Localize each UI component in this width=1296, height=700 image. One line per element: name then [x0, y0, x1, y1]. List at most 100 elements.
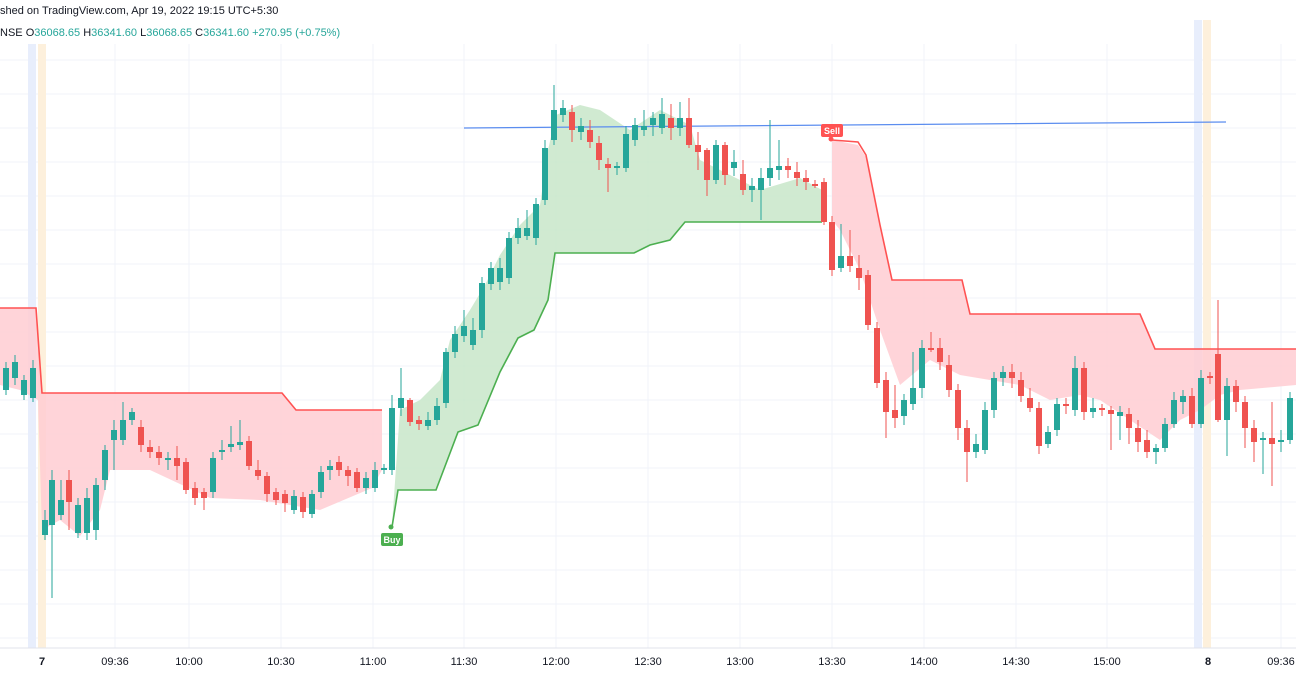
x-axis: 7 09:36 10:00 10:30 11:00 11:30 12:00 12:30 13:0… [0, 647, 1296, 668]
candle [856, 255, 862, 290]
candle [129, 408, 135, 425]
candle [1090, 398, 1096, 418]
candle [955, 384, 961, 440]
candle-body [1135, 428, 1141, 442]
candle-body [695, 145, 701, 152]
candle [300, 492, 306, 518]
candle [1126, 408, 1132, 444]
candle-body [928, 348, 934, 350]
x-tick-label: 10:00 [175, 656, 203, 668]
candle [731, 150, 737, 176]
price-change: +270.95 (+0.75%) [252, 27, 341, 39]
candle-body [623, 134, 629, 168]
candle [524, 210, 530, 240]
candle-body [21, 380, 27, 395]
candle [174, 446, 180, 480]
x-tick-label: 14:30 [1002, 656, 1030, 668]
candle-body [246, 441, 252, 466]
candle-body [1054, 404, 1060, 430]
candle [479, 277, 485, 338]
candle-body [389, 408, 395, 470]
ohlc-value-o: 36068.65 [34, 27, 81, 39]
candle-body [847, 256, 853, 266]
candle [560, 100, 566, 122]
candle-body [614, 166, 620, 168]
candle [372, 462, 378, 492]
candle [964, 420, 970, 482]
candle-body [1287, 398, 1293, 440]
candle-body [677, 118, 683, 128]
candle [497, 258, 503, 290]
candle [398, 368, 404, 416]
candle-body [1090, 408, 1096, 412]
published-note: shed on TradingView.com, Apr 19, 2022 19… [0, 5, 279, 17]
candle-body [758, 178, 764, 190]
candle-body [192, 488, 198, 498]
candle [794, 162, 800, 186]
candle [1018, 372, 1024, 402]
candle [138, 420, 144, 452]
candle-body [776, 166, 782, 170]
candle-body [129, 412, 135, 420]
candle-body [821, 182, 827, 222]
candle-body [219, 450, 225, 452]
candle-body [632, 125, 638, 140]
candle [578, 118, 584, 140]
candle-body [1081, 368, 1087, 412]
candle [30, 360, 36, 402]
x-tick-label: 14:00 [910, 656, 938, 668]
signal-labels: Buy Sell [381, 124, 843, 546]
candle [722, 142, 728, 185]
candle-body [1153, 448, 1159, 452]
candle-body [66, 480, 72, 502]
candle [919, 340, 925, 398]
candle-body [749, 186, 755, 190]
candle-body [147, 447, 153, 452]
candle-body [1162, 424, 1168, 448]
x-tick-label: 15:00 [1093, 656, 1121, 668]
candle [569, 105, 575, 142]
candle [488, 262, 494, 290]
candle-body [596, 143, 602, 160]
candle-body [506, 238, 512, 278]
candle-body [641, 126, 647, 130]
candle [192, 482, 198, 505]
candle-body [964, 428, 970, 452]
ohlc-label-o: O [25, 27, 35, 39]
candle-body [991, 378, 997, 410]
candle-body [856, 268, 862, 278]
candle [49, 470, 55, 598]
ohlc-value-c: 36341.60 [203, 27, 249, 39]
candle-body [1171, 400, 1177, 424]
candle [1171, 392, 1177, 428]
candle [785, 158, 791, 178]
candle-body [560, 108, 566, 115]
candle [973, 434, 979, 458]
candle [291, 490, 297, 514]
candle-body [982, 410, 988, 450]
candle [991, 372, 997, 418]
candle-body [722, 145, 728, 175]
candle [695, 132, 701, 170]
candle-body [668, 118, 674, 128]
candle-body [901, 400, 907, 416]
buy-label: Buy [383, 535, 400, 545]
candle [102, 445, 108, 490]
x-tick-label: 09:36 [1267, 656, 1295, 668]
candle [1189, 388, 1195, 428]
candle [1224, 378, 1230, 456]
buy-signal: Buy [381, 524, 403, 546]
candle [111, 420, 117, 470]
candle [1135, 420, 1141, 452]
candle [641, 110, 647, 136]
candle-body [488, 268, 494, 284]
x-tick-label: 12:00 [542, 656, 570, 668]
candle-body [587, 130, 593, 142]
candle [1027, 388, 1033, 412]
candle-body [1269, 438, 1275, 444]
candle [838, 224, 844, 272]
candle-body [1099, 408, 1105, 410]
sell-label: Sell [824, 126, 840, 136]
candle-body [1242, 402, 1248, 428]
